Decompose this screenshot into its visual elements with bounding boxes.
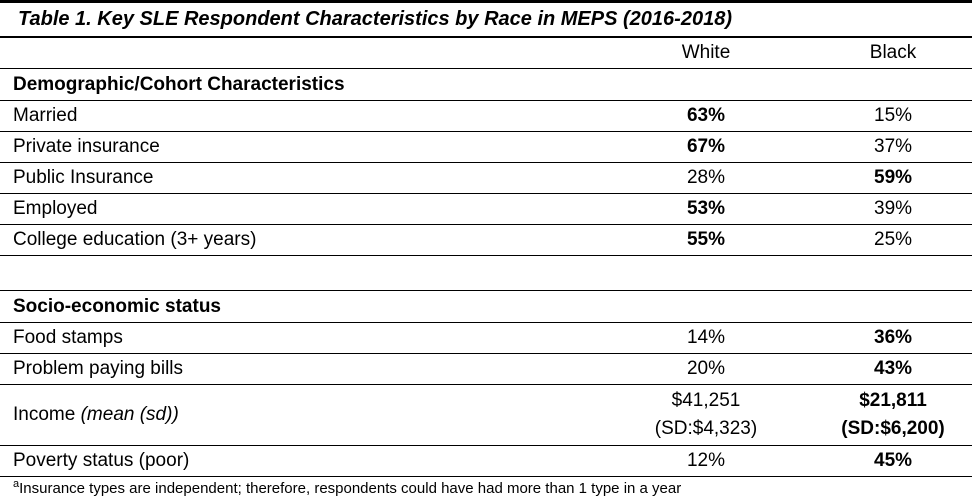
row-label: Poverty status (poor) bbox=[0, 445, 598, 477]
row-label: Private insurance bbox=[0, 131, 598, 163]
section-header-demographic: Demographic/Cohort Characteristics bbox=[0, 68, 972, 101]
income-black-sd: (SD:$6,200) bbox=[841, 418, 945, 439]
white-value: 12% bbox=[598, 445, 814, 477]
table-row-income: Income (mean (sd)) $41,251 (SD:$4,323) $… bbox=[0, 384, 972, 446]
white-value: 55% bbox=[598, 224, 814, 256]
row-label: Married bbox=[0, 100, 598, 132]
table-title: Table 1. Key SLE Respondent Characterist… bbox=[0, 0, 972, 38]
black-value: 43% bbox=[814, 353, 972, 385]
row-label: Problem paying bills bbox=[0, 353, 598, 385]
column-header-empty bbox=[0, 37, 598, 69]
table-row-poverty-status: Poverty status (poor) 12% 45% bbox=[0, 445, 972, 477]
row-label: Food stamps bbox=[0, 322, 598, 354]
black-value: 45% bbox=[814, 445, 972, 477]
black-value: 15% bbox=[814, 100, 972, 132]
section-gap bbox=[0, 256, 972, 291]
black-value: $21,811 (SD:$6,200) bbox=[814, 384, 972, 446]
row-label: Income bbox=[13, 404, 76, 425]
income-white-sd: (SD:$4,323) bbox=[654, 418, 758, 439]
row-label-cell: Income (mean (sd)) bbox=[0, 384, 598, 446]
table-row-public-insurance: Public Insurance 28% 59% bbox=[0, 162, 972, 194]
white-value: $41,251 (SD:$4,323) bbox=[598, 384, 814, 446]
table-row-problem-paying-bills: Problem paying bills 20% 43% bbox=[0, 353, 972, 385]
income-black-mean: $21,811 bbox=[859, 390, 927, 411]
white-value: 67% bbox=[598, 131, 814, 163]
white-value: 14% bbox=[598, 322, 814, 354]
black-value: 25% bbox=[814, 224, 972, 256]
row-label: Employed bbox=[0, 193, 598, 225]
black-value: 36% bbox=[814, 322, 972, 354]
white-value: 53% bbox=[598, 193, 814, 225]
footnote-text: Insurance types are independent; therefo… bbox=[19, 480, 682, 497]
footnote-marker: a bbox=[13, 478, 20, 490]
black-value: 37% bbox=[814, 131, 972, 163]
income-white-mean: $41,251 bbox=[671, 390, 741, 411]
table-footnote: aInsurance types are independent; theref… bbox=[0, 477, 972, 500]
white-value: 20% bbox=[598, 353, 814, 385]
table-footnote-row: aInsurance types are independent; theref… bbox=[0, 477, 972, 500]
section-header-label: Socio-economic status bbox=[0, 290, 972, 323]
table-row-food-stamps: Food stamps 14% 36% bbox=[0, 322, 972, 354]
white-value: 28% bbox=[598, 162, 814, 194]
row-label-qualifier: (mean (sd)) bbox=[80, 404, 179, 425]
table-title-row: Table 1. Key SLE Respondent Characterist… bbox=[0, 0, 972, 38]
table-row-employed: Employed 53% 39% bbox=[0, 193, 972, 225]
table-row-married: Married 63% 15% bbox=[0, 100, 972, 132]
row-label: Public Insurance bbox=[0, 162, 598, 194]
table-row-private-insurance: Private insurance 67% 37% bbox=[0, 131, 972, 163]
section-header-socioeconomic: Socio-economic status bbox=[0, 290, 972, 323]
row-label: College education (3+ years) bbox=[0, 224, 598, 256]
column-header-black: Black bbox=[814, 37, 972, 69]
black-value: 59% bbox=[814, 162, 972, 194]
column-header-white: White bbox=[598, 37, 814, 69]
black-value: 39% bbox=[814, 193, 972, 225]
column-header-row: White Black bbox=[0, 37, 972, 69]
section-header-label: Demographic/Cohort Characteristics bbox=[0, 68, 972, 101]
table-row-college-education: College education (3+ years) 55% 25% bbox=[0, 224, 972, 256]
white-value: 63% bbox=[598, 100, 814, 132]
